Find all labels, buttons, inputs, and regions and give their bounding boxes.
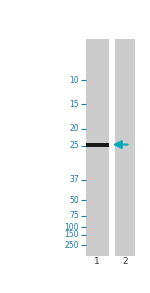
Text: 1: 1	[94, 257, 100, 266]
Text: 75: 75	[69, 211, 79, 220]
Bar	[86, 143, 109, 146]
Text: 50: 50	[69, 196, 79, 205]
Text: 37: 37	[69, 175, 79, 184]
Text: 250: 250	[65, 241, 79, 250]
Text: 2: 2	[122, 257, 128, 266]
Text: 10: 10	[70, 76, 79, 85]
Bar	[115, 39, 135, 256]
Text: 100: 100	[65, 223, 79, 232]
Text: 150: 150	[65, 230, 79, 239]
Text: 20: 20	[70, 124, 79, 133]
Bar	[86, 39, 110, 256]
Text: 25: 25	[70, 141, 79, 150]
Text: 15: 15	[70, 100, 79, 109]
